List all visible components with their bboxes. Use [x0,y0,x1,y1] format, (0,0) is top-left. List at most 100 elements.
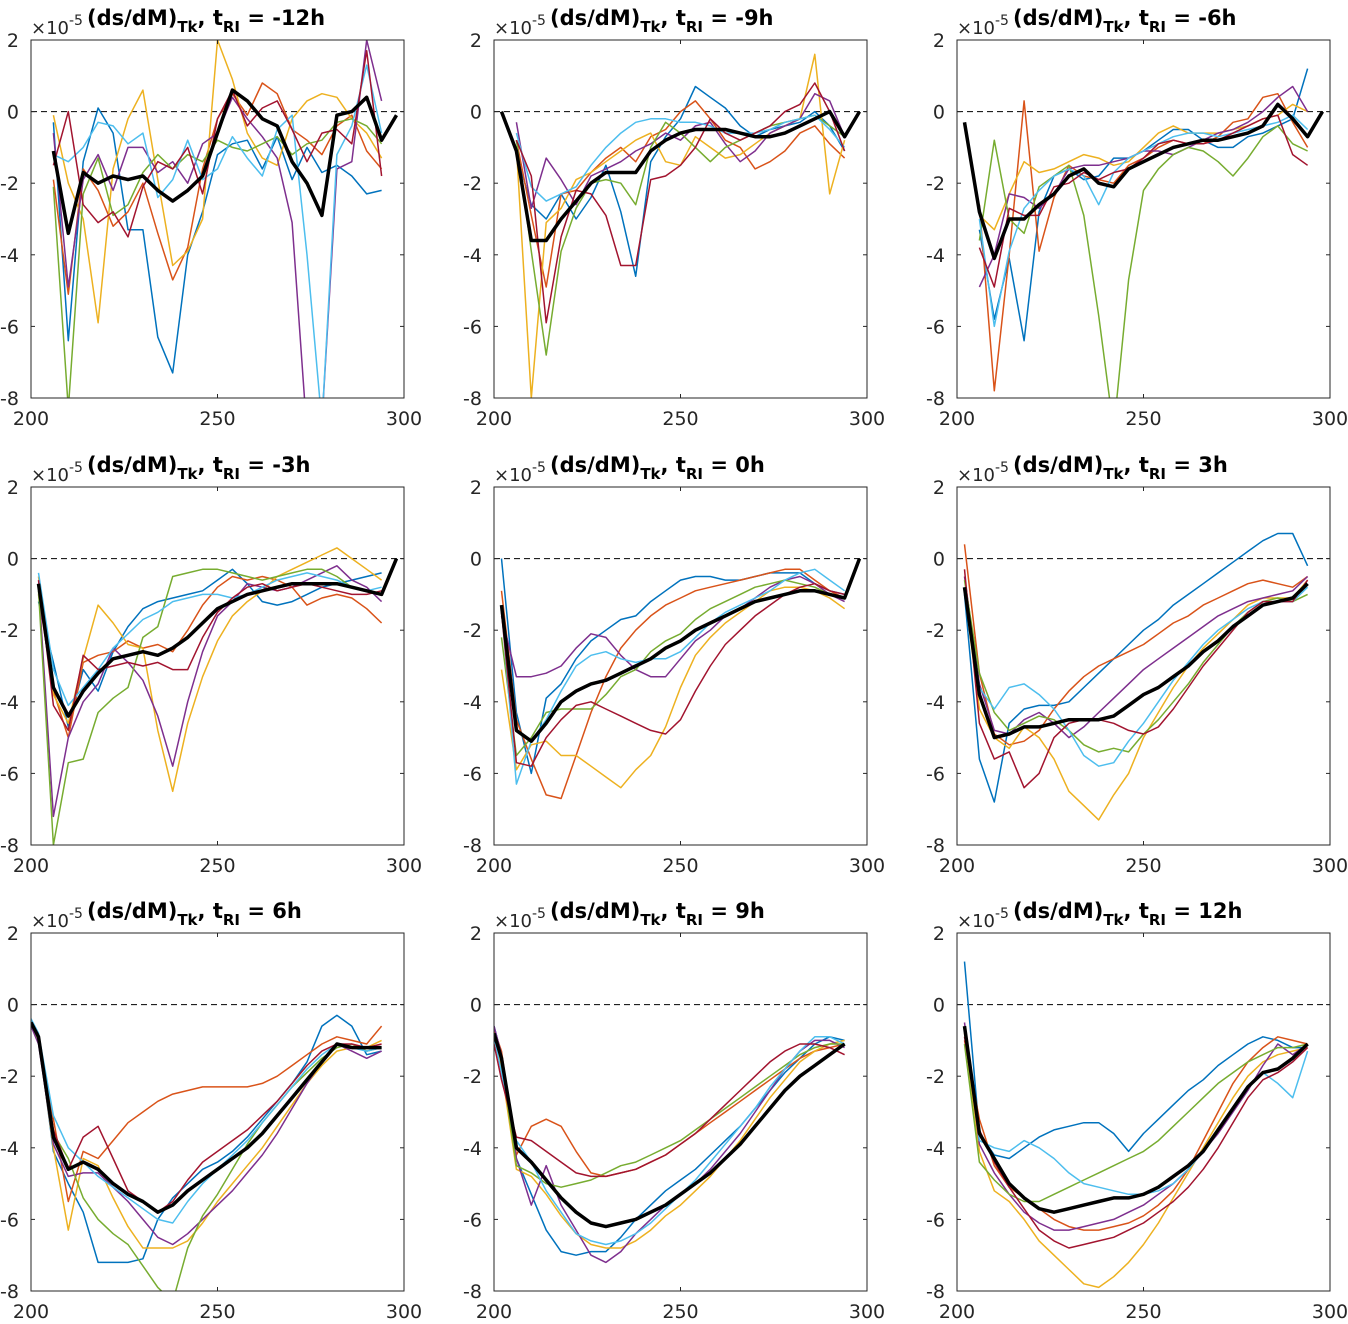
series-line-4 [963,575,1309,739]
exponent-base: ×10 [957,911,995,932]
plot-area [957,487,1330,845]
series-line-1 [963,961,1308,1160]
title-subscript: Tk [177,465,198,483]
y-tick-label: -4 [926,1138,945,1160]
series-line-7 [963,1036,1309,1249]
mean-line [962,1025,1309,1214]
y-tick-label: -4 [463,692,482,714]
mean-line [51,88,399,236]
y-tick-label: -6 [926,1209,945,1231]
y-tick-label: -2 [463,1066,482,1088]
y-tick-label: -6 [463,316,482,338]
y-tick-label: 0 [933,995,945,1017]
y-tick-label: 0 [7,549,19,571]
x-tick-label: 200 [13,1301,49,1323]
x-tick-label: 300 [849,1301,885,1323]
plot-area [494,933,867,1291]
series-line-5 [963,1043,1308,1203]
x-tick-label: 200 [13,408,49,430]
series-group [36,547,399,845]
title-subscript: Tk [1103,911,1124,929]
subplot-8: 200 250 300 -8 -6 -4 -2 0 2 ×10-5 (ds/dM)Tk, tRI =… [463,899,885,1323]
series-line-1 [515,85,846,278]
y-tick-label: -6 [463,763,482,785]
exponent-base: ×10 [31,911,69,932]
title-part: (ds/dM) [87,453,177,477]
series-line-3 [494,1036,845,1249]
y-tick-label: -2 [926,173,945,195]
title-part: , t [198,6,223,30]
series-line-3 [963,1033,1308,1289]
series-line-7 [963,569,1309,789]
y-tick-label: -4 [0,692,19,714]
y-tick-label: -2 [0,1066,19,1088]
series-line-1 [31,1014,382,1264]
subplot-6: 200 250 300 -8 -6 -4 -2 0 2 ×10-5 (ds/dM)Tk, tRI =… [926,453,1348,877]
x-tick-label: 200 [476,855,512,877]
series-line-4 [515,92,846,210]
mean-line [499,557,862,743]
plot-area [494,487,867,845]
subplot-title: (ds/dM)Tk, tRI = -6h [1013,6,1237,36]
title-subscript: Tk [1103,465,1124,483]
y-tick-label: 0 [933,549,945,571]
y-tick-label: -2 [0,173,19,195]
exponent-base: ×10 [494,18,532,39]
series-line-5 [500,579,845,757]
series-line-3 [963,579,1309,821]
y-tick-label: -2 [0,620,19,642]
series-line-4 [37,565,383,818]
title-part: , t [1124,899,1149,923]
subplot-5: 200 250 300 -8 -6 -4 -2 0 2 ×10-5 (ds/dM)Tk, tRI =… [463,453,885,877]
title-part: , t [661,6,686,30]
y-tick-label: -6 [0,1209,19,1231]
x-tick-label: 250 [662,855,698,877]
series-line-2 [31,1022,383,1203]
title-subscript: RI [686,465,703,483]
plot-area [957,933,1330,1291]
x-tick-label: 250 [662,1301,698,1323]
title-subscript: Tk [177,18,198,36]
series-line-3 [31,1022,382,1249]
y-tick-label: 0 [470,102,482,124]
plot-area [31,40,404,398]
mean-line [36,557,399,718]
title-subscript: RI [223,911,240,929]
mean-line [962,102,1325,261]
series-group [31,1014,383,1291]
y-tick-label: -4 [463,1138,482,1160]
y-tick-label: -4 [0,1138,19,1160]
exponent-power: -5 [995,906,1009,922]
series-line-3 [37,547,383,793]
title-subscript: RI [1149,465,1166,483]
series-group [494,1025,846,1264]
subplot-title: (ds/dM)Tk, tRI = -3h [87,453,311,483]
title-part: = 6h [240,899,302,923]
x-tick-label: 300 [849,408,885,430]
x-tick-label: 250 [199,855,235,877]
x-tick-label: 200 [476,408,512,430]
subplot-9: 200 250 300 -8 -6 -4 -2 0 2 ×10-5 (ds/dM)Tk, tRI =… [926,899,1348,1323]
title-part: , t [1124,453,1149,477]
y-tick-label: -6 [463,1209,482,1231]
y-tick-label: -4 [926,692,945,714]
title-part: = -12h [240,6,325,30]
title-subscript: RI [686,18,703,36]
title-part: = -3h [240,453,311,477]
x-tick-label: 300 [1312,1301,1348,1323]
series-line-2 [500,568,845,800]
y-tick-label: 2 [933,30,945,52]
subplot-title: (ds/dM)Tk, tRI = 9h [550,899,765,929]
y-tick-label: -2 [926,1066,945,1088]
plot-area [31,487,404,845]
subplot-7: 200 250 300 -8 -6 -4 -2 0 2 ×10-5 (ds/dM)Tk, tRI =… [0,899,422,1323]
y-exponent-label: ×10-5 [494,460,546,486]
y-tick-label: -6 [0,316,19,338]
x-tick-label: 300 [1312,855,1348,877]
title-part: = 3h [1166,453,1228,477]
title-part: (ds/dM) [87,6,177,30]
subplot-title: (ds/dM)Tk, tRI = 12h [1013,899,1242,929]
title-part: (ds/dM) [1013,899,1103,923]
x-tick-label: 300 [386,855,422,877]
title-part: , t [661,899,686,923]
